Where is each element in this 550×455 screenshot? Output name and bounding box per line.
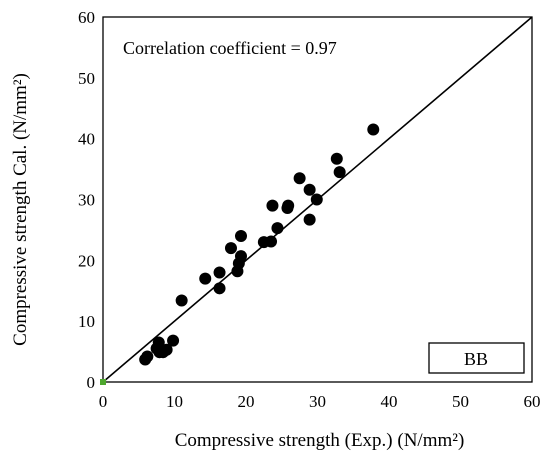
data-point [333, 166, 346, 179]
x-tick-label: 30 [309, 392, 326, 411]
data-point [224, 242, 237, 255]
data-point [234, 230, 247, 242]
x-tick-label: 60 [524, 392, 541, 411]
data-point [213, 266, 226, 279]
y-tick-label: 40 [78, 130, 95, 149]
data-point [265, 235, 278, 248]
data-point [213, 282, 226, 295]
data-point [139, 353, 152, 366]
y-tick-label: 30 [78, 191, 95, 210]
y-tick-label: 60 [78, 8, 95, 27]
data-point [367, 123, 380, 136]
points-layer [139, 123, 380, 366]
y-tick-label: 10 [78, 312, 95, 331]
data-point [310, 193, 323, 206]
label-box-text: BB [464, 349, 488, 369]
data-point [167, 334, 180, 347]
label-box [428, 342, 525, 374]
x-axis-title: Compressive strength (Exp.) (N/mm²) [175, 430, 465, 451]
y-tick-label: 50 [78, 69, 95, 88]
data-point [330, 152, 343, 165]
data-point [271, 222, 284, 235]
data-point [293, 172, 306, 185]
data-point [303, 213, 316, 226]
x-tick-label: 0 [99, 392, 108, 411]
correlation-annotation: Correlation coefficient = 0.97 [123, 38, 337, 58]
data-point [157, 346, 170, 359]
x-tick-label: 50 [452, 392, 469, 411]
y-tick-label: 0 [87, 373, 96, 392]
plot-area-frame [102, 16, 533, 383]
data-point [303, 183, 316, 196]
x-tick-label: 10 [166, 392, 183, 411]
x-tick-label: 20 [238, 392, 255, 411]
origin-marker [100, 379, 106, 385]
x-tick-label: 40 [381, 392, 398, 411]
data-point [199, 272, 212, 285]
y-tick-label: 20 [78, 251, 95, 270]
data-point [281, 202, 294, 215]
data-point [175, 294, 188, 307]
data-point [231, 265, 244, 278]
ticks-layer: 0 10 20 30 40 50 60 0 10 20 30 40 50 60 [78, 8, 541, 411]
data-point [266, 199, 279, 212]
y-axis-title: Compressive strength Cal. (N/mm²) [10, 73, 31, 346]
